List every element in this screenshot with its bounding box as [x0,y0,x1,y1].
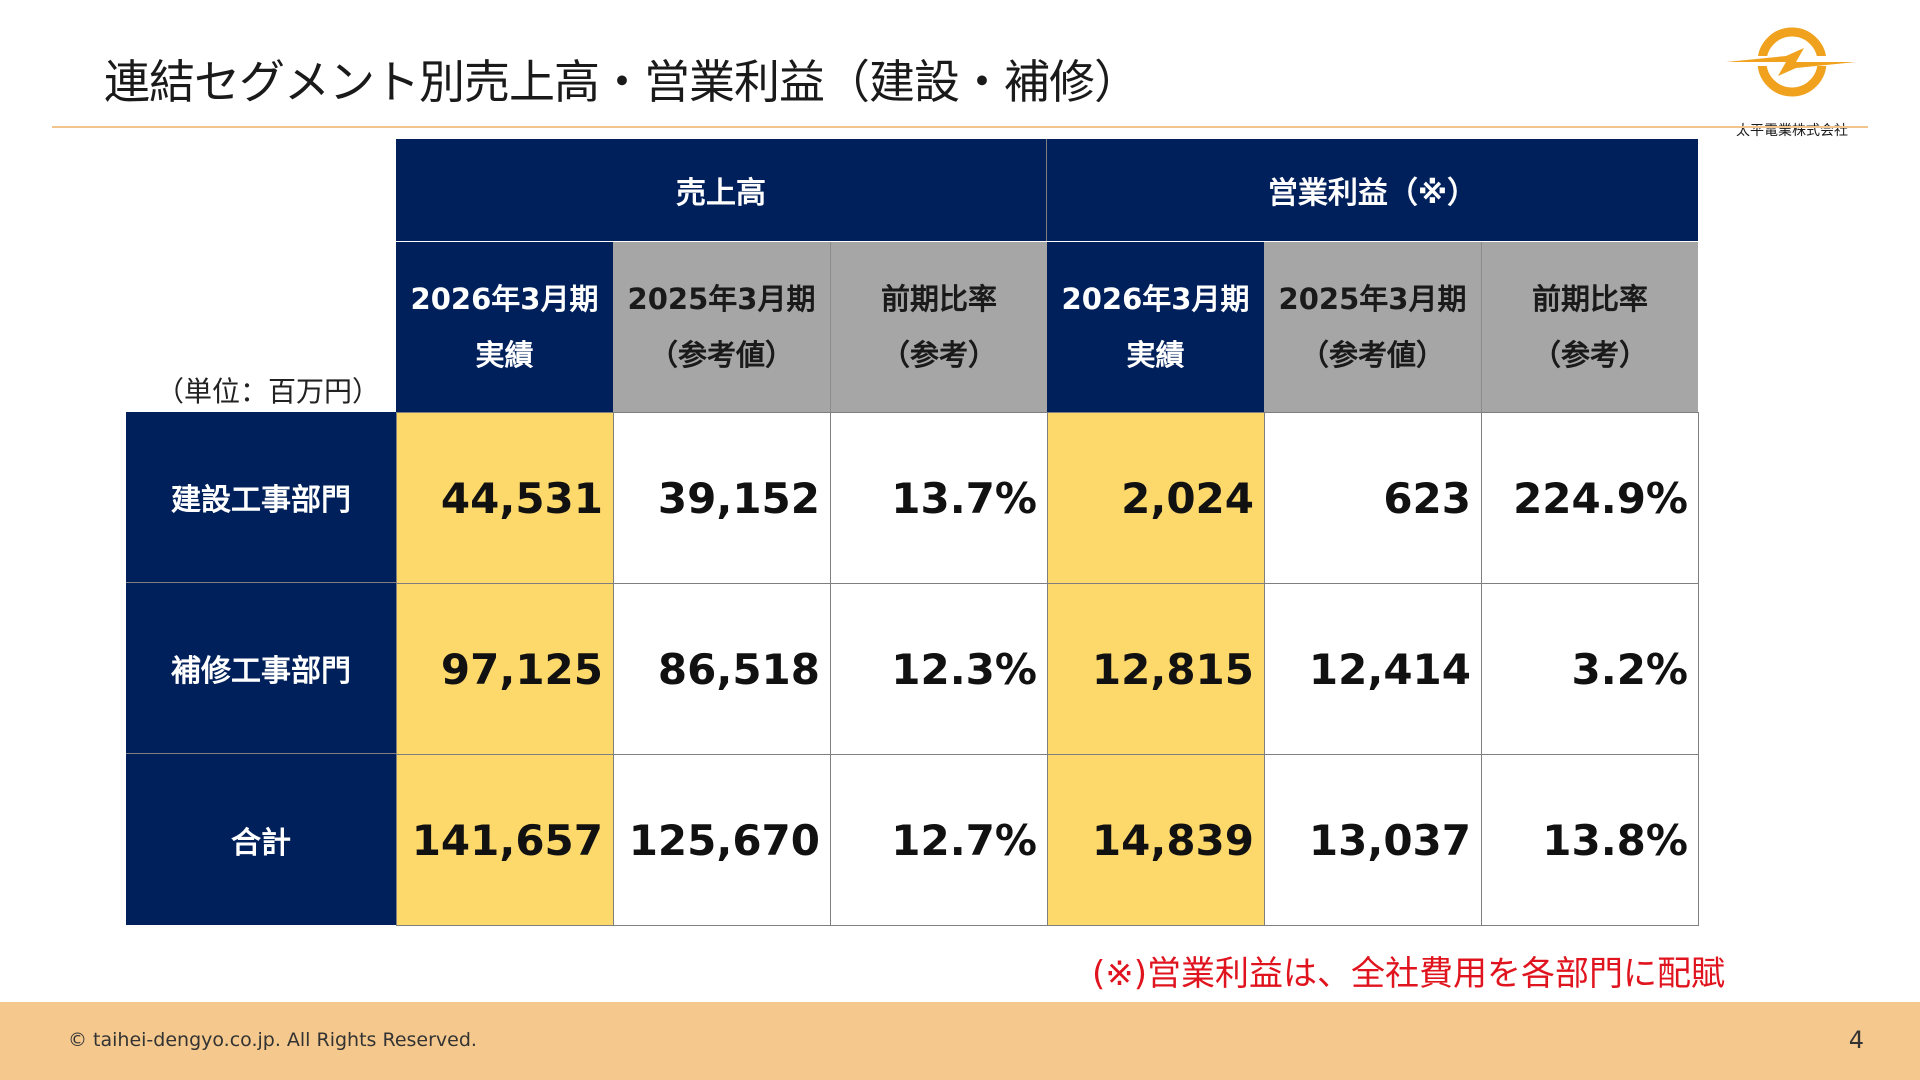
subheader-line1: 2025年3月期 [1278,282,1467,316]
subheader-sales-prior: 2025年3月期 （参考値） [613,242,830,412]
page-number: 4 [1848,1026,1864,1054]
company-logo: 太平電業株式会社 [1722,20,1862,139]
page-title: 連結セグメント別売上高・営業利益（建設・補修） [104,55,1140,109]
title-divider [52,126,1868,128]
table-cell: 14,839 [1047,754,1265,926]
table-cell: 224.9% [1481,412,1699,584]
subheader-line1: 前期比率 [1531,282,1648,316]
subheader-line2: 実績 [1126,338,1185,372]
table-cell: 2,024 [1047,412,1265,584]
table-cell: 623 [1264,412,1482,584]
subheader-line2: （参考） [880,338,997,372]
unit-label: （単位：百万円） [156,375,381,408]
table-cell: 97,125 [396,583,614,755]
subheader-line1: 2025年3月期 [627,282,816,316]
table-cell: 12,414 [1264,583,1482,755]
table-cell: 12.7% [830,754,1048,926]
group-header-operating-profit: 営業利益（※） [1047,139,1698,241]
footnote: (※)営業利益は、全社費用を各部門に配賦 [1092,954,1726,994]
subheader-line2: （参考値） [648,338,794,372]
subheader-line1: 2026年3月期 [1061,282,1250,316]
table-cell: 125,670 [613,754,831,926]
subheader-sales-current: 2026年3月期 実績 [396,242,613,412]
subheader-sales-ratio: 前期比率 （参考） [830,242,1047,412]
subheader-profit-current: 2026年3月期 実績 [1047,242,1264,412]
table-cell: 44,531 [396,412,614,584]
group-header-sales: 売上高 [396,139,1047,241]
subheader-line2: （参考値） [1299,338,1445,372]
table-cell: 13.7% [830,412,1048,584]
row-label-total: 合計 [126,754,396,925]
subheader-line1: 2026年3月期 [410,282,599,316]
table-cell: 141,657 [396,754,614,926]
subheader-profit-prior: 2025年3月期 （参考値） [1264,242,1481,412]
table-cell: 39,152 [613,412,831,584]
subheader-profit-ratio: 前期比率 （参考） [1481,242,1698,412]
row-label-construction: 建設工事部門 [126,412,396,583]
subheader-line2: （参考） [1531,338,1648,372]
table-cell: 86,518 [613,583,831,755]
copyright-text: © taihei-dengyo.co.jp. All Rights Reserv… [68,1029,477,1051]
table-cell: 13.8% [1481,754,1699,926]
table-cell: 12,815 [1047,583,1265,755]
lightning-circle-logo-icon [1726,27,1856,97]
company-name: 太平電業株式会社 [1736,123,1848,139]
table-cell: 12.3% [830,583,1048,755]
subheader-line2: 実績 [475,338,534,372]
subheader-line1: 前期比率 [880,282,997,316]
table-cell: 3.2% [1481,583,1699,755]
row-label-maintenance: 補修工事部門 [126,583,396,754]
table-cell: 13,037 [1264,754,1482,926]
footer-bar: © taihei-dengyo.co.jp. All Rights Reserv… [0,1002,1920,1080]
